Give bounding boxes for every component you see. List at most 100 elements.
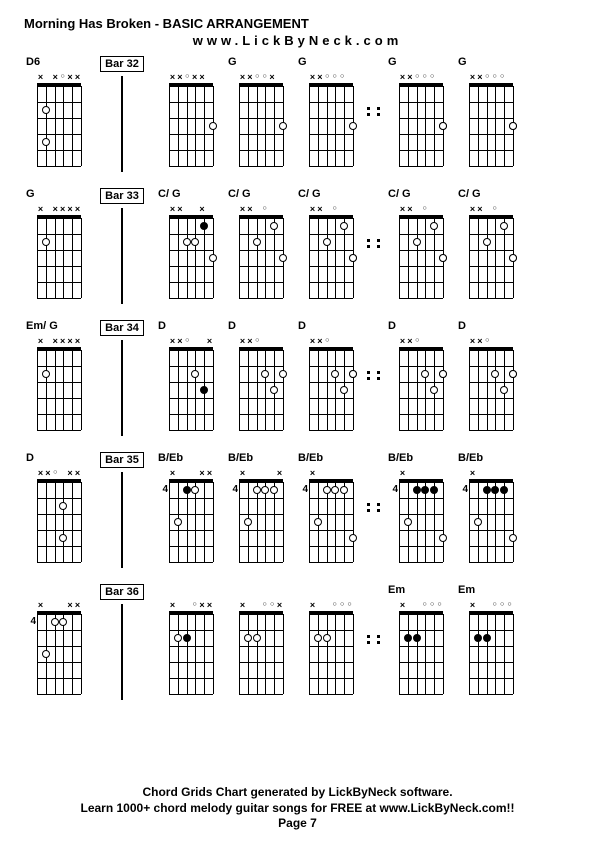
finger-dot [349,122,357,130]
chord-label: C/ G [456,188,481,202]
string-mark [254,599,261,611]
string-mark [269,203,276,215]
chord-label [156,56,158,70]
string-mark [499,203,506,215]
finger-dot [474,518,482,526]
fret-position: 4 [231,484,238,495]
chord-cell: G××○○× [226,56,290,167]
string-mark [176,599,183,611]
finger-dot [509,534,517,542]
string-mark: × [469,599,476,611]
string-mark: × [399,467,406,479]
string-mark [331,335,338,347]
string-mark [339,467,346,479]
string-mark: × [309,599,316,611]
chord-cell: Em/ G× ×××× [24,320,88,431]
string-mark: × [169,203,176,215]
string-mark: × [37,599,44,611]
string-mark: ○ [261,71,268,83]
string-mark: × [199,467,206,479]
chord-diagram: ×× ○ [231,203,285,299]
finger-dot [439,122,447,130]
finger-dot [404,634,412,642]
string-mark [484,203,491,215]
fret-position: 4 [391,484,398,495]
string-mark: × [44,467,51,479]
chord-diagram: × ○○○ [461,599,515,695]
string-mark: × [476,335,483,347]
finger-dot [331,370,339,378]
string-mark: ○ [331,71,338,83]
finger-dot [261,486,269,494]
beat-separator [366,320,370,430]
finger-dot [430,386,438,394]
chord-label: C/ G [386,188,411,202]
string-mark [276,203,283,215]
page-title: Morning Has Broken - BASIC ARRANGEMENT [24,16,571,31]
finger-dot [439,370,447,378]
string-mark [269,467,276,479]
string-mark: × [74,335,81,347]
chord-cell: B/Eb× 4 [386,452,450,563]
string-mark [191,203,198,215]
chord-diagram: × ○○× [231,599,285,695]
string-mark [276,71,283,83]
finger-dot [253,238,261,246]
string-mark [206,203,213,215]
chord-diagram: × 4 [391,467,445,563]
finger-dot [421,486,429,494]
string-mark: × [67,599,74,611]
string-mark: × [206,335,213,347]
bar-label: Bar 34 [100,320,144,336]
fret-position: 4 [29,616,36,627]
string-mark: × [199,71,206,83]
finger-dot [323,238,331,246]
chord-cell: D××○ × [156,320,220,431]
string-mark [346,467,353,479]
finger-dot [413,486,421,494]
string-mark [476,599,483,611]
string-mark: ○ [331,203,338,215]
string-mark: × [309,203,316,215]
chord-cell: B/Eb× ×4 [226,452,290,563]
string-mark [414,467,421,479]
finger-dot [270,486,278,494]
string-mark: ○ [414,71,421,83]
finger-dot [413,238,421,246]
string-mark: × [67,335,74,347]
string-mark [506,335,513,347]
string-mark: × [191,71,198,83]
string-mark: ○ [261,599,268,611]
chord-row: D××○ ××Bar 35B/Eb× ××4B/Eb× ×4B/Eb× 4B/E… [24,452,571,568]
string-mark: × [406,71,413,83]
string-mark [506,71,513,83]
chord-cell: G××○○○ [386,56,450,167]
string-mark [436,335,443,347]
chord-diagram: × ×○×× [29,71,83,167]
string-mark: ○ [421,71,428,83]
finger-dot [474,634,482,642]
chord-cell: D××○ [456,320,520,431]
string-mark: × [199,599,206,611]
chord-cell: ××○×× [156,56,220,167]
string-mark [52,599,59,611]
chord-cell: B/Eb× ××4 [156,452,220,563]
finger-dot [174,634,182,642]
chord-cell: C/ G×× ○ [226,188,290,299]
finger-dot [430,222,438,230]
chord-label [156,584,158,598]
string-mark [331,467,338,479]
chord-cell: C/ G×× ○ [386,188,450,299]
chord-cell: C/ G×× ○ [456,188,520,299]
finger-dot [51,618,59,626]
chord-diagram: ××○ [231,335,285,431]
string-mark: ○ [331,599,338,611]
finger-dot [439,254,447,262]
beat-separator [376,452,380,562]
chord-label: Em [456,584,475,598]
bar-line [121,472,123,568]
string-mark [421,467,428,479]
string-mark [276,335,283,347]
chord-cell: × ○○○ [296,584,360,695]
string-mark: × [74,467,81,479]
